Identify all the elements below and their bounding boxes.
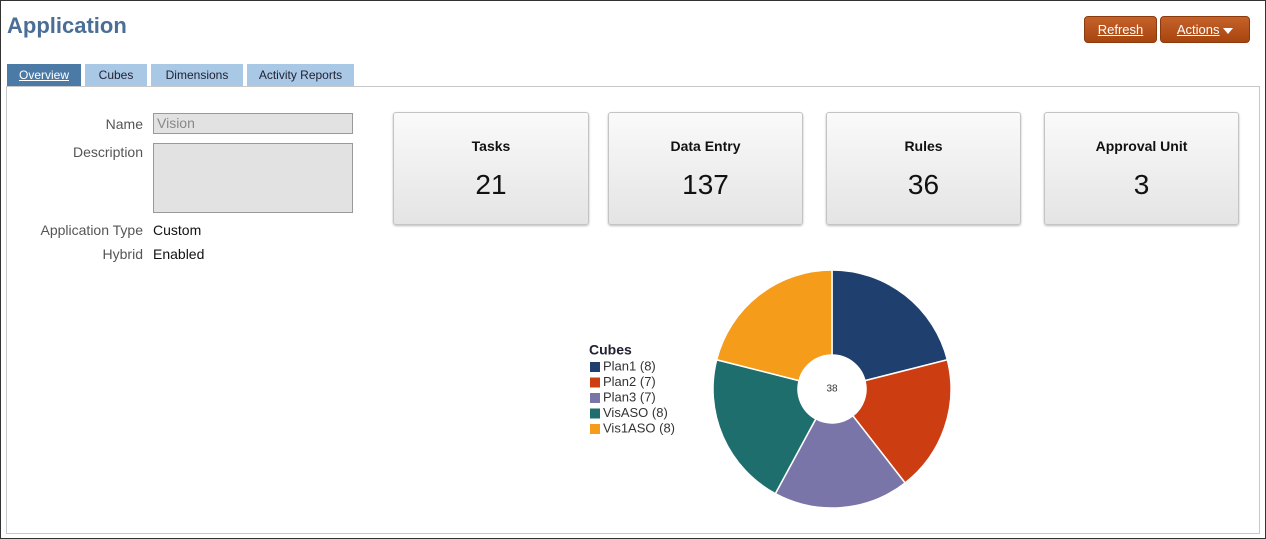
- card-value: 137: [682, 169, 729, 200]
- summary-card: Data Entry 137: [608, 112, 803, 225]
- description-textarea: [153, 143, 353, 213]
- card-title: Tasks: [471, 138, 511, 154]
- donut-hole: [798, 355, 866, 423]
- button-label: Refresh: [1097, 22, 1144, 37]
- field-label: Hybrid: [102, 246, 143, 262]
- actions-button[interactable]: Actions: [1160, 16, 1250, 43]
- card-title: Rules: [904, 138, 943, 154]
- donut-center-label: 38: [826, 384, 838, 395]
- app-title: Application: [7, 13, 127, 38]
- card-value: 3: [1133, 169, 1150, 200]
- field-label: Name: [105, 116, 143, 132]
- field-value: Enabled: [153, 246, 205, 262]
- summary-card: Rules 36: [826, 112, 1021, 225]
- legend-swatch: [590, 408, 600, 419]
- legend-label: VisASO (8): [603, 405, 668, 420]
- refresh-button[interactable]: Refresh: [1084, 16, 1157, 43]
- name-input: Vision: [153, 113, 353, 134]
- legend-title: Cubes: [589, 342, 632, 358]
- tab[interactable]: Dimensions: [151, 64, 243, 86]
- legend-swatch: [590, 362, 600, 372]
- tab[interactable]: Cubes: [85, 64, 147, 86]
- content-panel: [6, 86, 1260, 534]
- tab[interactable]: Overview: [7, 64, 81, 86]
- legend-swatch: [590, 377, 600, 388]
- tab[interactable]: Activity Reports: [247, 64, 354, 86]
- legend-swatch: [590, 393, 600, 403]
- summary-card: Tasks 21: [393, 112, 589, 225]
- card-value: 21: [475, 169, 507, 200]
- card-title: Data Entry: [670, 138, 741, 154]
- card-title: Approval Unit: [1095, 138, 1188, 154]
- legend-swatch: [590, 424, 600, 434]
- legend-label: Plan1 (8): [603, 358, 656, 373]
- card-value: 36: [907, 169, 940, 200]
- legend-label: Vis1ASO (8): [603, 420, 675, 435]
- button-label: Actions: [1176, 22, 1220, 37]
- legend-label: Plan3 (7): [603, 389, 656, 404]
- field-label: Description: [72, 144, 143, 160]
- field-label: Application Type: [40, 222, 143, 238]
- summary-card: Approval Unit 3: [1044, 112, 1239, 225]
- field-value: Custom: [153, 222, 202, 238]
- legend-label: Plan2 (7): [603, 374, 656, 389]
